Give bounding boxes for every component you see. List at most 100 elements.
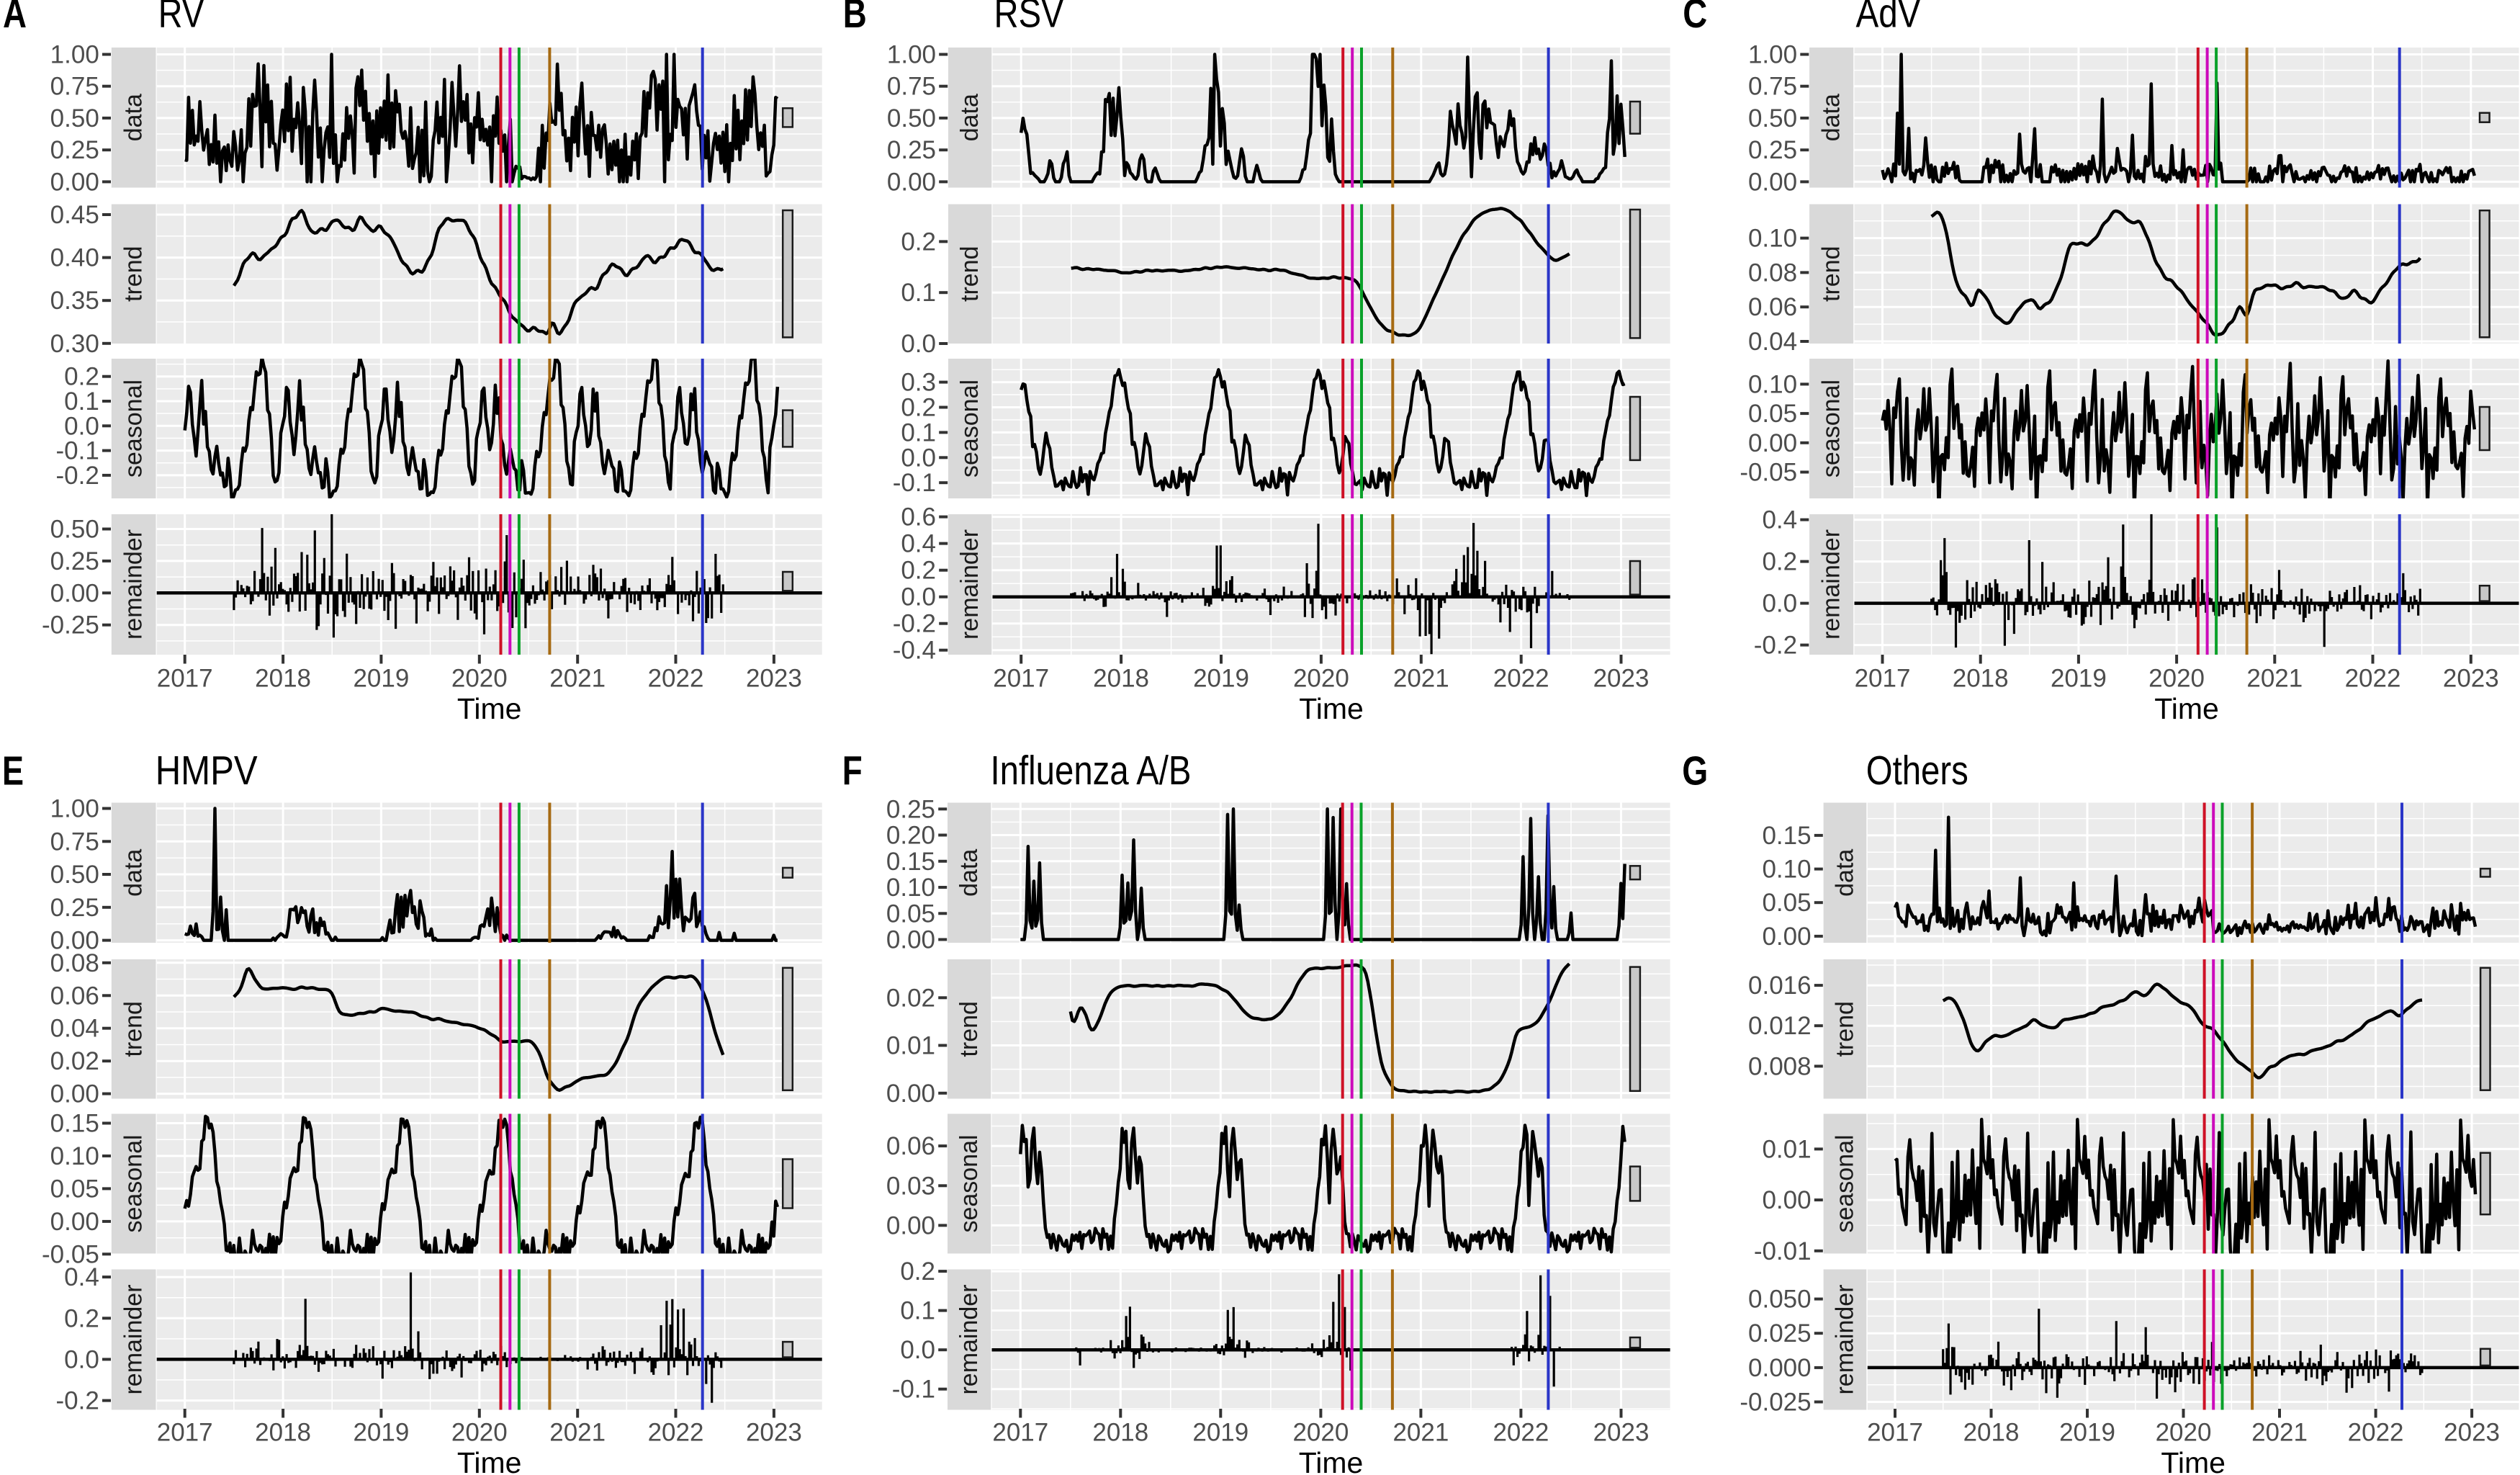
svg-text:0.1: 0.1 bbox=[901, 418, 936, 447]
svg-text:0.01: 0.01 bbox=[886, 1032, 935, 1060]
svg-text:2020: 2020 bbox=[2156, 1419, 2212, 1447]
svg-text:0.02: 0.02 bbox=[886, 984, 935, 1012]
svg-text:-0.1: -0.1 bbox=[55, 437, 99, 465]
svg-text:RV: RV bbox=[158, 0, 204, 37]
svg-text:0.00: 0.00 bbox=[50, 927, 99, 955]
svg-text:0.10: 0.10 bbox=[1748, 225, 1797, 253]
svg-text:seasonal: seasonal bbox=[120, 380, 148, 478]
svg-text:data: data bbox=[1818, 94, 1845, 141]
svg-text:E: E bbox=[2, 748, 24, 794]
svg-text:0.01: 0.01 bbox=[1762, 1135, 1811, 1163]
svg-text:trend: trend bbox=[120, 246, 148, 302]
svg-text:1.00: 1.00 bbox=[1748, 41, 1797, 69]
svg-text:data: data bbox=[956, 94, 984, 141]
svg-text:0.04: 0.04 bbox=[50, 1015, 99, 1043]
svg-text:2019: 2019 bbox=[2051, 665, 2107, 693]
svg-text:0.0: 0.0 bbox=[900, 1336, 935, 1364]
svg-text:-0.05: -0.05 bbox=[42, 1240, 99, 1268]
svg-text:data: data bbox=[1831, 849, 1858, 897]
svg-text:0.15: 0.15 bbox=[1762, 822, 1811, 850]
svg-text:seasonal: seasonal bbox=[955, 1134, 983, 1232]
svg-text:-0.2: -0.2 bbox=[55, 462, 99, 490]
svg-text:B: B bbox=[843, 0, 867, 37]
svg-text:0.2: 0.2 bbox=[1762, 548, 1797, 576]
svg-text:2022: 2022 bbox=[1493, 665, 1549, 693]
svg-text:0.012: 0.012 bbox=[1748, 1012, 1812, 1040]
svg-text:0.10: 0.10 bbox=[886, 874, 935, 902]
svg-text:0.30: 0.30 bbox=[50, 330, 99, 358]
svg-text:0.08: 0.08 bbox=[1748, 259, 1797, 287]
svg-text:data: data bbox=[120, 849, 148, 897]
svg-text:remainder: remainder bbox=[1818, 529, 1845, 640]
svg-text:Time: Time bbox=[1299, 692, 1364, 725]
svg-text:0.40: 0.40 bbox=[50, 244, 99, 272]
svg-text:Others: Others bbox=[1866, 748, 1968, 794]
svg-text:seasonal: seasonal bbox=[956, 380, 984, 478]
svg-text:0.75: 0.75 bbox=[50, 828, 99, 856]
svg-text:0.4: 0.4 bbox=[64, 1263, 99, 1291]
svg-text:0.00: 0.00 bbox=[50, 1080, 99, 1108]
svg-text:remainder: remainder bbox=[955, 1284, 983, 1394]
svg-text:0.0: 0.0 bbox=[901, 330, 936, 358]
svg-text:data: data bbox=[955, 849, 983, 897]
svg-text:data: data bbox=[120, 94, 148, 141]
svg-text:0.45: 0.45 bbox=[50, 201, 99, 229]
svg-text:-0.2: -0.2 bbox=[1754, 632, 1797, 660]
svg-text:0.25: 0.25 bbox=[1748, 136, 1797, 164]
svg-text:trend: trend bbox=[956, 246, 984, 302]
svg-text:0.02: 0.02 bbox=[50, 1047, 99, 1075]
svg-text:0.6: 0.6 bbox=[901, 503, 936, 532]
svg-text:2017: 2017 bbox=[157, 665, 213, 693]
svg-text:2020: 2020 bbox=[451, 1419, 508, 1447]
svg-text:2021: 2021 bbox=[549, 665, 606, 693]
svg-text:0.2: 0.2 bbox=[901, 394, 936, 422]
svg-text:0.2: 0.2 bbox=[900, 1257, 935, 1286]
svg-text:-0.25: -0.25 bbox=[42, 611, 99, 640]
svg-text:0.1: 0.1 bbox=[64, 387, 99, 416]
svg-text:remainder: remainder bbox=[1831, 1284, 1858, 1394]
svg-text:0.00: 0.00 bbox=[50, 168, 99, 196]
svg-text:Time: Time bbox=[457, 1446, 522, 1475]
svg-text:0.00: 0.00 bbox=[1748, 429, 1797, 457]
svg-text:trend: trend bbox=[120, 1001, 148, 1057]
svg-text:0.0: 0.0 bbox=[64, 1345, 99, 1373]
svg-text:Time: Time bbox=[457, 692, 522, 725]
svg-text:2022: 2022 bbox=[2345, 665, 2401, 693]
svg-text:0.00: 0.00 bbox=[1762, 923, 1811, 951]
svg-text:0.04: 0.04 bbox=[1748, 328, 1797, 356]
svg-text:0.0: 0.0 bbox=[901, 583, 936, 611]
svg-text:2017: 2017 bbox=[992, 1419, 1048, 1447]
svg-text:F: F bbox=[842, 748, 863, 794]
svg-text:Time: Time bbox=[2154, 692, 2219, 725]
svg-text:0.000: 0.000 bbox=[1748, 1354, 1812, 1382]
svg-text:2023: 2023 bbox=[1593, 665, 1650, 693]
svg-text:2018: 2018 bbox=[1963, 1419, 2020, 1447]
svg-text:0.00: 0.00 bbox=[886, 1080, 935, 1108]
svg-text:-0.2: -0.2 bbox=[55, 1387, 99, 1415]
svg-text:0.20: 0.20 bbox=[886, 822, 935, 850]
svg-text:0.05: 0.05 bbox=[1762, 889, 1811, 917]
svg-text:0.50: 0.50 bbox=[50, 861, 99, 889]
svg-text:-0.025: -0.025 bbox=[1740, 1389, 1811, 1417]
svg-text:remainder: remainder bbox=[956, 529, 984, 640]
svg-text:2020: 2020 bbox=[1293, 665, 1349, 693]
svg-text:0.008: 0.008 bbox=[1748, 1052, 1812, 1080]
svg-text:HMPV: HMPV bbox=[156, 748, 258, 794]
svg-text:2018: 2018 bbox=[255, 1419, 311, 1447]
svg-text:-0.05: -0.05 bbox=[1740, 459, 1797, 487]
svg-text:0.3: 0.3 bbox=[901, 369, 936, 397]
svg-text:2018: 2018 bbox=[1953, 665, 2009, 693]
svg-text:0.00: 0.00 bbox=[887, 168, 936, 196]
svg-text:2019: 2019 bbox=[353, 665, 409, 693]
svg-text:0.00: 0.00 bbox=[886, 1211, 935, 1239]
svg-text:0.016: 0.016 bbox=[1748, 972, 1812, 1000]
svg-text:0.2: 0.2 bbox=[64, 363, 99, 391]
svg-text:0.50: 0.50 bbox=[887, 104, 936, 133]
svg-text:0.15: 0.15 bbox=[886, 848, 935, 876]
svg-text:seasonal: seasonal bbox=[120, 1134, 148, 1232]
svg-text:AdV: AdV bbox=[1856, 0, 1921, 37]
svg-text:0.00: 0.00 bbox=[50, 579, 99, 607]
svg-text:0.00: 0.00 bbox=[1762, 1186, 1811, 1214]
svg-text:2017: 2017 bbox=[1867, 1419, 1923, 1447]
svg-text:0.50: 0.50 bbox=[50, 516, 99, 544]
